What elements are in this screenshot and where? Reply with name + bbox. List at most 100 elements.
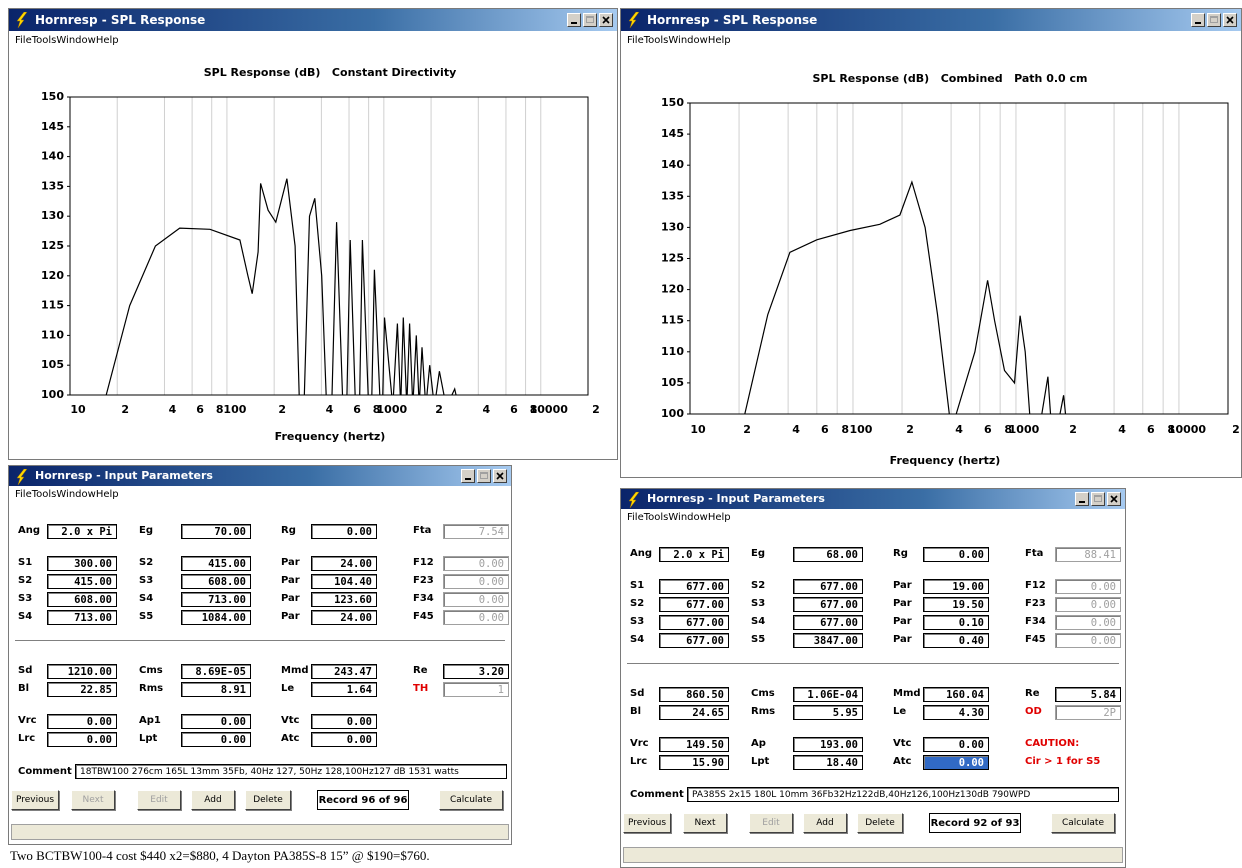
field-input[interactable]: 0.00 — [311, 732, 377, 747]
field-input[interactable]: 677.00 — [793, 615, 863, 630]
field-input[interactable]: 677.00 — [793, 597, 863, 612]
field-input[interactable]: 0.00 — [923, 547, 989, 562]
field-input[interactable]: 104.40 — [311, 574, 377, 589]
field-input[interactable]: 677.00 — [659, 615, 729, 630]
menu-item[interactable]: Tools — [643, 512, 669, 523]
menu-item[interactable]: Help — [95, 489, 119, 500]
field-input[interactable]: 2.0 x Pi — [659, 547, 729, 562]
button[interactable]: Calculate — [439, 790, 503, 810]
menu-item[interactable]: File — [627, 512, 644, 523]
field-input[interactable]: 22.85 — [47, 682, 117, 697]
field-input[interactable]: 3.20 — [443, 664, 509, 679]
field-input[interactable]: 415.00 — [47, 574, 117, 589]
maximize-button[interactable] — [477, 469, 491, 483]
field-input[interactable]: 713.00 — [181, 592, 251, 607]
minimize-button[interactable] — [1191, 13, 1205, 27]
field-input[interactable]: 0.10 — [923, 615, 989, 630]
menu-item[interactable]: Help — [707, 35, 731, 46]
button[interactable]: Calculate — [1051, 813, 1115, 833]
field-input[interactable]: 70.00 — [181, 524, 251, 539]
field-input[interactable]: 677.00 — [659, 633, 729, 648]
field-input[interactable]: 0.00 — [311, 524, 377, 539]
field-input[interactable]: 123.60 — [311, 592, 377, 607]
field-input[interactable]: 415.00 — [181, 556, 251, 571]
menu-item[interactable]: Help — [707, 512, 731, 523]
field-input[interactable]: 300.00 — [47, 556, 117, 571]
menu-item[interactable]: Window — [56, 489, 96, 500]
close-button[interactable] — [599, 13, 613, 27]
field-input[interactable]: 193.00 — [793, 737, 863, 752]
field-input[interactable]: 0.40 — [923, 633, 989, 648]
field-input[interactable]: 15.90 — [659, 755, 729, 770]
maximize-button[interactable] — [583, 13, 597, 27]
button[interactable]: Add — [803, 813, 847, 833]
field-input[interactable]: 24.00 — [311, 556, 377, 571]
button[interactable]: Delete — [857, 813, 903, 833]
menu-item[interactable]: Tools — [31, 35, 57, 46]
field-input[interactable]: 2.0 x Pi — [47, 524, 117, 539]
field-input[interactable]: 0.00 — [923, 737, 989, 752]
field-input[interactable]: 0.00 — [923, 755, 989, 770]
button[interactable]: Next — [683, 813, 727, 833]
field-label: Par — [893, 616, 912, 627]
button[interactable]: Add — [191, 790, 235, 810]
menu-item[interactable]: Help — [95, 35, 119, 46]
field-input[interactable]: 0.00 — [311, 714, 377, 729]
menu-item[interactable]: Window — [668, 512, 708, 523]
minimize-button[interactable] — [1075, 492, 1089, 506]
close-button[interactable] — [1223, 13, 1237, 27]
field-input[interactable]: 1084.00 — [181, 610, 251, 625]
button[interactable]: Delete — [245, 790, 291, 810]
field-input[interactable]: 0.00 — [47, 714, 117, 729]
field-input[interactable]: 608.00 — [47, 592, 117, 607]
maximize-button[interactable] — [1091, 492, 1105, 506]
minimize-button[interactable] — [567, 13, 581, 27]
field-input[interactable]: 677.00 — [659, 597, 729, 612]
maximize-button[interactable] — [1207, 13, 1221, 27]
close-button[interactable] — [493, 469, 507, 483]
field-input[interactable]: 5.84 — [1055, 687, 1121, 702]
field-input[interactable]: 0.00 — [181, 714, 251, 729]
button: Edit — [749, 813, 793, 833]
field-input[interactable]: 8.91 — [181, 682, 251, 697]
field-input[interactable]: 4.30 — [923, 705, 989, 720]
field-input[interactable]: 0.00 — [181, 732, 251, 747]
menu-item[interactable]: File — [627, 35, 644, 46]
field-input[interactable]: 677.00 — [659, 579, 729, 594]
minimize-button[interactable] — [461, 469, 475, 483]
field-input[interactable]: 860.50 — [659, 687, 729, 702]
field-input[interactable]: 608.00 — [181, 574, 251, 589]
menu-item[interactable]: File — [15, 489, 32, 500]
field-input[interactable]: 19.50 — [923, 597, 989, 612]
field-input: 1 — [443, 682, 509, 697]
menu-item[interactable]: Window — [668, 35, 708, 46]
field-input[interactable]: 18.40 — [793, 755, 863, 770]
field-input[interactable]: 149.50 — [659, 737, 729, 752]
field-input[interactable]: 1210.00 — [47, 664, 117, 679]
field-input[interactable]: 19.00 — [923, 579, 989, 594]
field-input[interactable]: 243.47 — [311, 664, 377, 679]
field-input[interactable]: 677.00 — [793, 579, 863, 594]
field-input: 88.41 — [1055, 547, 1121, 562]
field-input[interactable]: 8.69E-05 — [181, 664, 251, 679]
field-input[interactable]: 24.65 — [659, 705, 729, 720]
field-input[interactable]: 160.04 — [923, 687, 989, 702]
field-input[interactable]: 713.00 — [47, 610, 117, 625]
button[interactable]: Previous — [11, 790, 59, 810]
field-input[interactable]: 3847.00 — [793, 633, 863, 648]
field-label: Eg — [751, 548, 765, 559]
field-input[interactable]: 1.06E-04 — [793, 687, 863, 702]
field-input[interactable]: 0.00 — [47, 732, 117, 747]
menu-item[interactable]: Tools — [643, 35, 669, 46]
field-input[interactable]: 24.00 — [311, 610, 377, 625]
comment-input[interactable]: PA385S 2x15 180L 10mm 36Fb32Hz122dB,40Hz… — [687, 787, 1119, 802]
field-input[interactable]: 68.00 — [793, 547, 863, 562]
comment-input[interactable]: 18TBW100 276cm 165L 13mm 35Fb, 40Hz 127,… — [75, 764, 507, 779]
menu-item[interactable]: Window — [56, 35, 96, 46]
field-input[interactable]: 5.95 — [793, 705, 863, 720]
field-input[interactable]: 1.64 — [311, 682, 377, 697]
menu-item[interactable]: Tools — [31, 489, 57, 500]
close-button[interactable] — [1107, 492, 1121, 506]
menu-item[interactable]: File — [15, 35, 32, 46]
button[interactable]: Previous — [623, 813, 671, 833]
